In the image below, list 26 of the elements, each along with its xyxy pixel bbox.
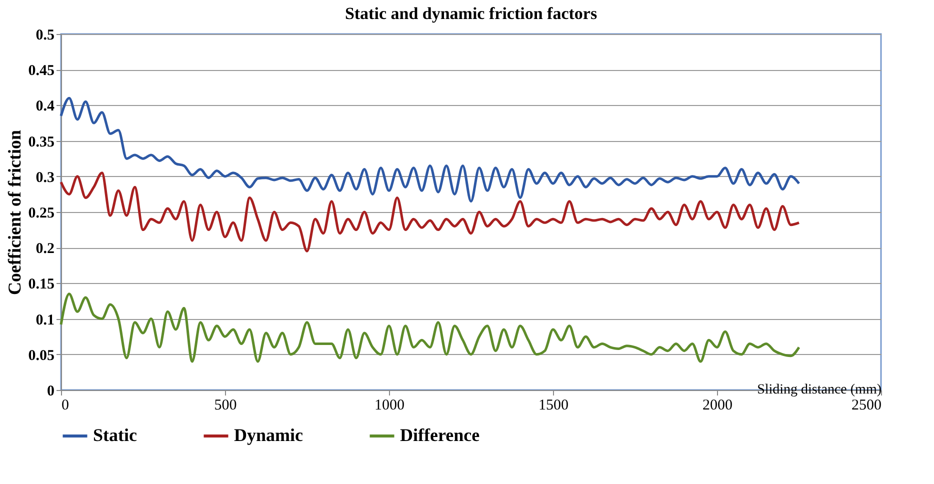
- line-series: [60, 292, 800, 363]
- x-axis-title: Sliding distance (mm): [757, 382, 882, 398]
- y-axis-title: Coefficient of friction: [4, 130, 24, 295]
- y-tick-label: 0.25: [28, 206, 54, 222]
- x-tick-label: 1500: [538, 398, 568, 414]
- y-tick-label: 0.3: [36, 170, 54, 186]
- line-series: [60, 96, 800, 203]
- legend-label: Static: [93, 425, 137, 445]
- y-tick-label: 0.45: [28, 63, 54, 80]
- x-tick-label: 2500: [852, 398, 882, 414]
- x-tick-label: 0: [62, 398, 69, 414]
- legend-label: Dynamic: [234, 425, 304, 445]
- line-series: [60, 172, 800, 252]
- x-tick-label: 500: [214, 398, 237, 414]
- x-tick-label: 1000: [374, 398, 404, 414]
- y-tick-label: 0.5: [36, 28, 54, 44]
- y-tick-label: 0.2: [36, 241, 54, 258]
- y-tick-label: 0.1: [36, 312, 54, 328]
- y-tick-label: 0.4: [36, 98, 55, 115]
- y-tick-label: 0.05: [28, 348, 54, 364]
- y-tick-label: 0: [47, 384, 54, 400]
- y-tick-label: 0.35: [28, 134, 54, 150]
- chart-title: Static and dynamic friction factors: [344, 4, 598, 23]
- y-tick-label: 0.15: [28, 276, 54, 293]
- x-tick-label: 2000: [702, 398, 732, 414]
- legend-label: Difference: [400, 425, 480, 445]
